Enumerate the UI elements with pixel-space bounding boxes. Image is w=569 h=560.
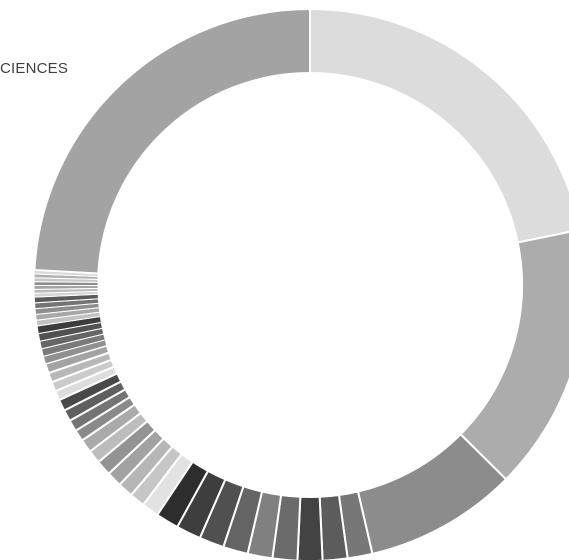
- donut-slices: [33, 7, 569, 560]
- donut-slice-6: [296, 495, 324, 560]
- donut-slice-45: [33, 7, 311, 275]
- donut-slice-1: [309, 7, 569, 244]
- chart-title: CIENCES: [0, 60, 69, 77]
- donut-slice-40: [33, 284, 99, 290]
- donut-slice-2: [459, 230, 569, 481]
